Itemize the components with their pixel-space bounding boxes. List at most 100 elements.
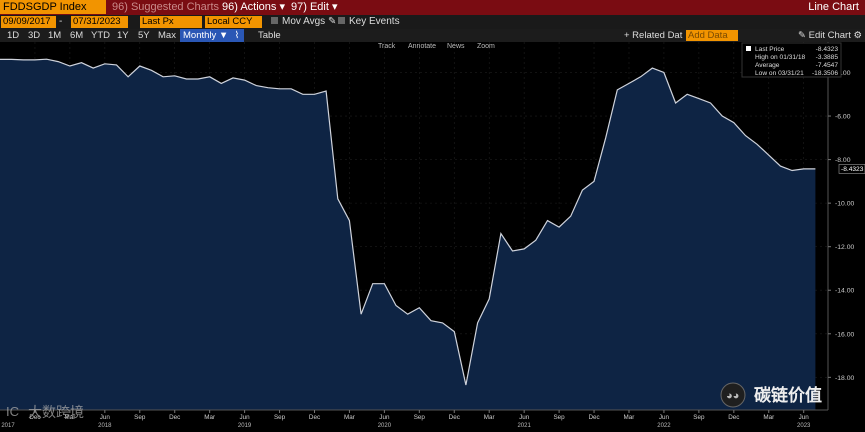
y-tick-label: -4.00 <box>835 70 851 77</box>
ticker-field[interactable]: FDDSGDP Index <box>0 0 106 14</box>
track-tool[interactable]: Track <box>378 43 396 50</box>
x-tick-label: Jun <box>659 414 670 421</box>
x-tick-label: Dec <box>309 414 320 421</box>
watermark-right: ◕◕ 碳链价值 <box>720 382 822 408</box>
x-year-label: 2023 <box>797 423 811 429</box>
x-tick-label: Mar <box>484 414 495 421</box>
x-year-label: 2017 <box>1 423 15 429</box>
legend-low-value: -18.3506 <box>812 70 838 77</box>
x-axis: Dec Mar Jun Sep Dec Mar Jun Sep Dec Mar Jun Sep Dec M… <box>0 409 828 429</box>
legend-high-label: High on 01/31/18 <box>755 54 806 61</box>
x-tick-label: Mar <box>64 414 75 421</box>
x-tick-label: Dec <box>449 414 460 421</box>
x-tick-label: Sep <box>134 414 146 421</box>
series-line <box>0 58 816 386</box>
add-data-input[interactable]: Add Data <box>686 30 738 41</box>
table-button[interactable]: Table <box>258 30 281 41</box>
x-year-label: 2018 <box>98 423 112 429</box>
y-tick-label: -6.00 <box>835 114 851 121</box>
x-tick-label: Jun <box>519 414 530 421</box>
checkbox-icon <box>271 17 278 24</box>
x-tick-label: Jun <box>240 414 251 421</box>
range-bar: 1D 3D 1M 6M YTD 1Y 5Y Max Monthly ▼ ⌇ Ta… <box>0 29 865 42</box>
gear-icon[interactable]: ⚙ <box>853 30 863 41</box>
wechat-icon <box>720 382 746 408</box>
y-tick-label: -16.00 <box>835 331 854 338</box>
y-tick-label: -14.00 <box>835 288 854 295</box>
x-tick-label: Mar <box>204 414 215 421</box>
top-function-bar: FDDSGDP Index 96) Suggested Charts 96) A… <box>0 0 865 15</box>
x-tick-label: Dec <box>169 414 180 421</box>
range-ytd[interactable]: YTD <box>91 30 110 41</box>
line-chart[interactable]: -4.00 -6.00 -8.00 -10.00 -12.00 -14.00 -16.00 -… <box>0 42 865 432</box>
watermark-right-text: 碳链价值 <box>754 385 822 405</box>
y-tick-label: -10.00 <box>835 201 854 208</box>
start-date-field[interactable]: 09/09/2017 <box>1 16 56 28</box>
range-max[interactable]: Max <box>158 30 176 41</box>
x-year-label: 2022 <box>657 423 671 429</box>
x-tick-label: Jun <box>379 414 390 421</box>
range-1m[interactable]: 1M <box>48 30 62 41</box>
actions-menu[interactable]: 96) Actions ▾ <box>222 1 285 13</box>
x-tick-label: Dec <box>728 414 739 421</box>
last-price-tag: -8.4323 <box>838 164 865 174</box>
line-chart-icon[interactable]: ⌇ <box>230 29 244 42</box>
mov-avgs-label: Mov Avgs <box>282 16 326 27</box>
date-separator: - <box>59 16 63 27</box>
x-year-label: 2020 <box>378 423 392 429</box>
range-3d[interactable]: 3D <box>28 30 41 41</box>
watermark-left-text: 大数跨境 <box>28 404 84 420</box>
last-price-tag-label: -8.4323 <box>841 166 864 173</box>
key-events-label: Key Events <box>349 16 400 27</box>
x-year-label: 2019 <box>238 423 252 429</box>
series-area-fill <box>0 59 816 410</box>
edit-chart-button[interactable]: ✎ Edit Chart ⚙ <box>798 30 863 41</box>
y-axis: -4.00 -6.00 -8.00 -10.00 -12.00 -14.00 -16.00 -… <box>827 42 854 410</box>
controls-bar: 09/09/2017 - 07/31/2023 Last Px Local CC… <box>0 15 865 29</box>
checkbox-icon <box>338 17 345 24</box>
legend-last-value: -8.4323 <box>816 46 839 53</box>
legend-low-label: Low on 03/31/21 <box>755 70 804 77</box>
y-tick-label: -12.00 <box>835 244 854 251</box>
range-6m[interactable]: 6M <box>70 30 84 41</box>
x-tick-label: Mar <box>624 414 635 421</box>
x-tick-label: Dec <box>29 414 40 421</box>
end-date-field[interactable]: 07/31/2023 <box>71 16 128 28</box>
zoom-tool[interactable]: Zoom <box>477 43 495 50</box>
x-tick-label: Jun <box>100 414 111 421</box>
legend-avg-label: Average <box>755 62 780 69</box>
x-tick-label: Sep <box>274 414 286 421</box>
key-events-toggle[interactable]: Key Events <box>338 15 400 29</box>
period-select[interactable]: Monthly ▼ <box>180 29 232 42</box>
chart-toolbar: Track Annotate News Zoom <box>378 43 495 50</box>
annotate-tool[interactable]: Annotate <box>408 43 436 50</box>
svg-text:◕◕: ◕◕ <box>726 390 739 402</box>
legend-avg-value: -7.4547 <box>816 62 839 69</box>
edit-menu[interactable]: 97) Edit ▾ <box>291 1 338 13</box>
x-tick-label: Dec <box>588 414 599 421</box>
price-field-select[interactable]: Last Px <box>140 16 202 28</box>
y-tick-label: -18.00 <box>835 375 854 382</box>
x-tick-label: Sep <box>553 414 565 421</box>
news-tool[interactable]: News <box>447 43 465 50</box>
x-tick-label: Mar <box>763 414 774 421</box>
legend-high-value: -3.3885 <box>816 54 839 61</box>
x-tick-label: Mar <box>344 414 355 421</box>
chart-type-title: Line Chart <box>808 1 859 13</box>
y-tick-label: -8.00 <box>835 157 851 164</box>
legend-box: Last Price -8.4323 High on 01/31/18 -3.3… <box>741 42 842 78</box>
x-tick-label: Jun <box>799 414 810 421</box>
currency-select[interactable]: Local CCY <box>205 16 262 28</box>
edit-chart-label: Edit Chart <box>808 30 851 41</box>
x-year-label: 2021 <box>517 423 531 429</box>
svg-text:IC: IC <box>6 404 19 419</box>
range-5y[interactable]: 5Y <box>138 30 150 41</box>
mov-avgs-toggle[interactable]: Mov Avgs ✎ <box>271 15 336 29</box>
legend-last-label: Last Price <box>755 46 785 53</box>
range-1y[interactable]: 1Y <box>117 30 129 41</box>
watermark-left: IC 大数跨境 <box>6 404 84 420</box>
related-data-button[interactable]: + Related Dat <box>624 30 683 41</box>
suggested-charts-menu[interactable]: 96) Suggested Charts <box>112 1 220 13</box>
x-tick-label: Sep <box>693 414 705 421</box>
range-1d[interactable]: 1D <box>7 30 20 41</box>
